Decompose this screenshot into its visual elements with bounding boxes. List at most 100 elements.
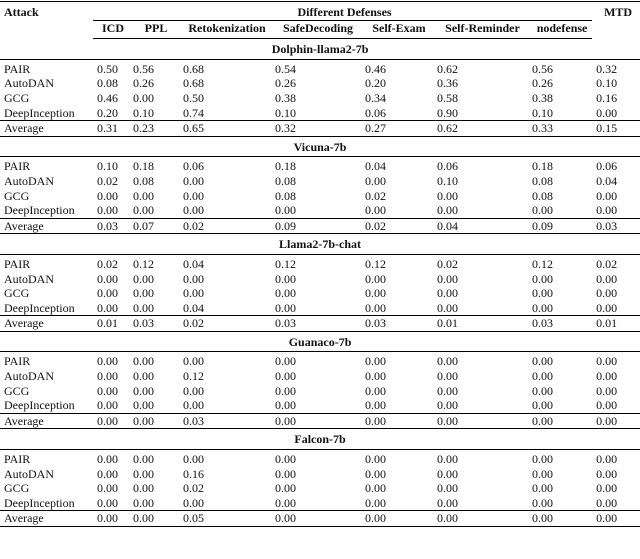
value-cell: 0.00 [361, 412, 433, 430]
value-cell: 0.05 [179, 510, 271, 527]
value-cell: 0.00 [365, 466, 386, 481]
value-cell: 0.00 [437, 466, 458, 481]
value-cell: 0.26 [133, 76, 154, 91]
value-cell: 0.03 [179, 412, 271, 430]
data-row: GCG 0.46 0.00 0.50 0.38 0.34 0.58 0.38 0.16 [0, 91, 640, 106]
value-cell: 0.00 [437, 481, 458, 496]
value-cell: 0.08 [532, 173, 553, 188]
value-cell: 0.04 [365, 159, 386, 174]
value-cell: 0.36 [437, 76, 458, 91]
attack-name: Average [0, 315, 93, 332]
value-cell: 0.16 [183, 466, 204, 481]
value-cell: 0.00 [93, 510, 129, 527]
value-cell: 0.12 [532, 256, 553, 271]
value-cell: 0.00 [97, 271, 118, 286]
attack-name: PAIR [4, 61, 31, 76]
value-cell: 0.12 [365, 256, 386, 271]
section-row: Guanaco-7b [0, 331, 640, 353]
value-cell: 0.31 [93, 120, 129, 137]
value-cell: 0.16 [596, 90, 618, 105]
section-row: Dolphin-llama2-7b [0, 38, 640, 60]
value-cell: 0.00 [532, 354, 553, 369]
value-cell: 0.62 [433, 120, 528, 137]
average-row: Average 0.00 0.00 0.03 0.00 0.00 0.00 0.00 0.00 [0, 412, 640, 430]
value-cell: 0.65 [179, 120, 271, 137]
attack-name: GCG [4, 383, 30, 398]
value-cell: 0.08 [275, 188, 296, 203]
model-name: Dolphin-llama2-7b [0, 38, 640, 60]
value-cell: 0.06 [596, 159, 618, 174]
value-cell: 0.00 [133, 354, 154, 369]
value-cell: 0.04 [433, 217, 528, 235]
value-cell: 0.38 [532, 90, 553, 105]
value-cell: 0.00 [596, 466, 618, 481]
value-cell: 0.00 [596, 383, 618, 398]
value-cell: 0.27 [361, 120, 433, 137]
value-cell: 0.00 [596, 105, 618, 120]
attack-name: DeepInception [4, 495, 75, 510]
value-cell: 0.50 [97, 61, 118, 76]
attack-name: PAIR [4, 354, 31, 369]
value-cell: 0.00 [596, 300, 618, 315]
value-cell: 0.10 [532, 105, 553, 120]
column-header: nodefense [528, 20, 593, 40]
value-cell: 0.00 [437, 203, 458, 218]
value-cell: 0.00 [97, 203, 118, 218]
attack-name: DeepInception [4, 105, 75, 120]
average-row: Average 0.03 0.07 0.02 0.09 0.02 0.04 0.09 0.03 [0, 217, 640, 235]
attack-name: AutoDAN [4, 173, 54, 188]
value-cell: 0.10 [437, 173, 458, 188]
value-cell: 0.01 [433, 315, 528, 332]
value-cell: 0.07 [129, 217, 179, 235]
value-cell: 0.00 [275, 271, 296, 286]
value-cell: 0.12 [133, 256, 154, 271]
value-cell: 0.00 [133, 383, 154, 398]
value-cell: 0.00 [532, 466, 553, 481]
value-cell: 0.10 [133, 105, 154, 120]
value-cell: 0.18 [532, 159, 553, 174]
value-cell: 0.18 [275, 159, 296, 174]
value-cell: 0.02 [179, 315, 271, 332]
value-cell: 0.00 [437, 300, 458, 315]
value-cell: 0.32 [271, 120, 361, 137]
value-cell: 0.10 [596, 76, 618, 91]
value-cell: 0.00 [133, 271, 154, 286]
value-cell: 0.26 [532, 76, 553, 91]
value-cell: 0.00 [275, 354, 296, 369]
data-row: AutoDAN 0.02 0.08 0.00 0.08 0.00 0.10 0.08 0.04 [0, 174, 640, 189]
value-cell: 0.00 [437, 286, 458, 301]
value-cell: 0.32 [596, 61, 618, 76]
value-cell: 0.00 [183, 203, 204, 218]
value-cell: 0.02 [596, 256, 618, 271]
value-cell: 0.00 [275, 369, 296, 384]
average-row: Average 0.01 0.03 0.02 0.03 0.03 0.01 0.03 0.01 [0, 315, 640, 332]
value-cell: 0.00 [183, 398, 204, 413]
value-cell: 0.38 [275, 90, 296, 105]
value-cell: 0.00 [183, 173, 204, 188]
value-cell: 0.00 [97, 452, 118, 467]
group-header: Different Defenses [93, 1, 593, 21]
value-cell: 0.00 [275, 466, 296, 481]
value-cell: 0.00 [596, 286, 618, 301]
value-cell: 0.00 [133, 481, 154, 496]
value-cell: 0.09 [271, 217, 361, 235]
value-cell: 0.03 [129, 315, 179, 332]
value-cell: 0.00 [437, 452, 458, 467]
value-cell: 0.00 [97, 300, 118, 315]
value-cell: 0.00 [275, 495, 296, 510]
data-row: AutoDAN 0.00 0.00 0.00 0.00 0.00 0.00 0.00 0.00 [0, 272, 640, 287]
value-cell: 0.00 [97, 383, 118, 398]
value-cell: 0.00 [532, 369, 553, 384]
attack-name: GCG [4, 188, 30, 203]
value-cell: 0.00 [361, 510, 433, 527]
attack-name: GCG [4, 90, 30, 105]
column-header: Self-Reminder [433, 20, 528, 40]
value-cell: 0.02 [361, 217, 433, 235]
value-cell: 0.00 [437, 271, 458, 286]
section-row: Falcon-7b [0, 428, 640, 451]
column-header: ICD [93, 20, 129, 40]
section-row: Llama2-7b-chat [0, 233, 640, 255]
value-cell: 0.01 [592, 315, 640, 332]
value-cell: 0.00 [365, 481, 386, 496]
value-cell: 0.00 [271, 510, 361, 527]
